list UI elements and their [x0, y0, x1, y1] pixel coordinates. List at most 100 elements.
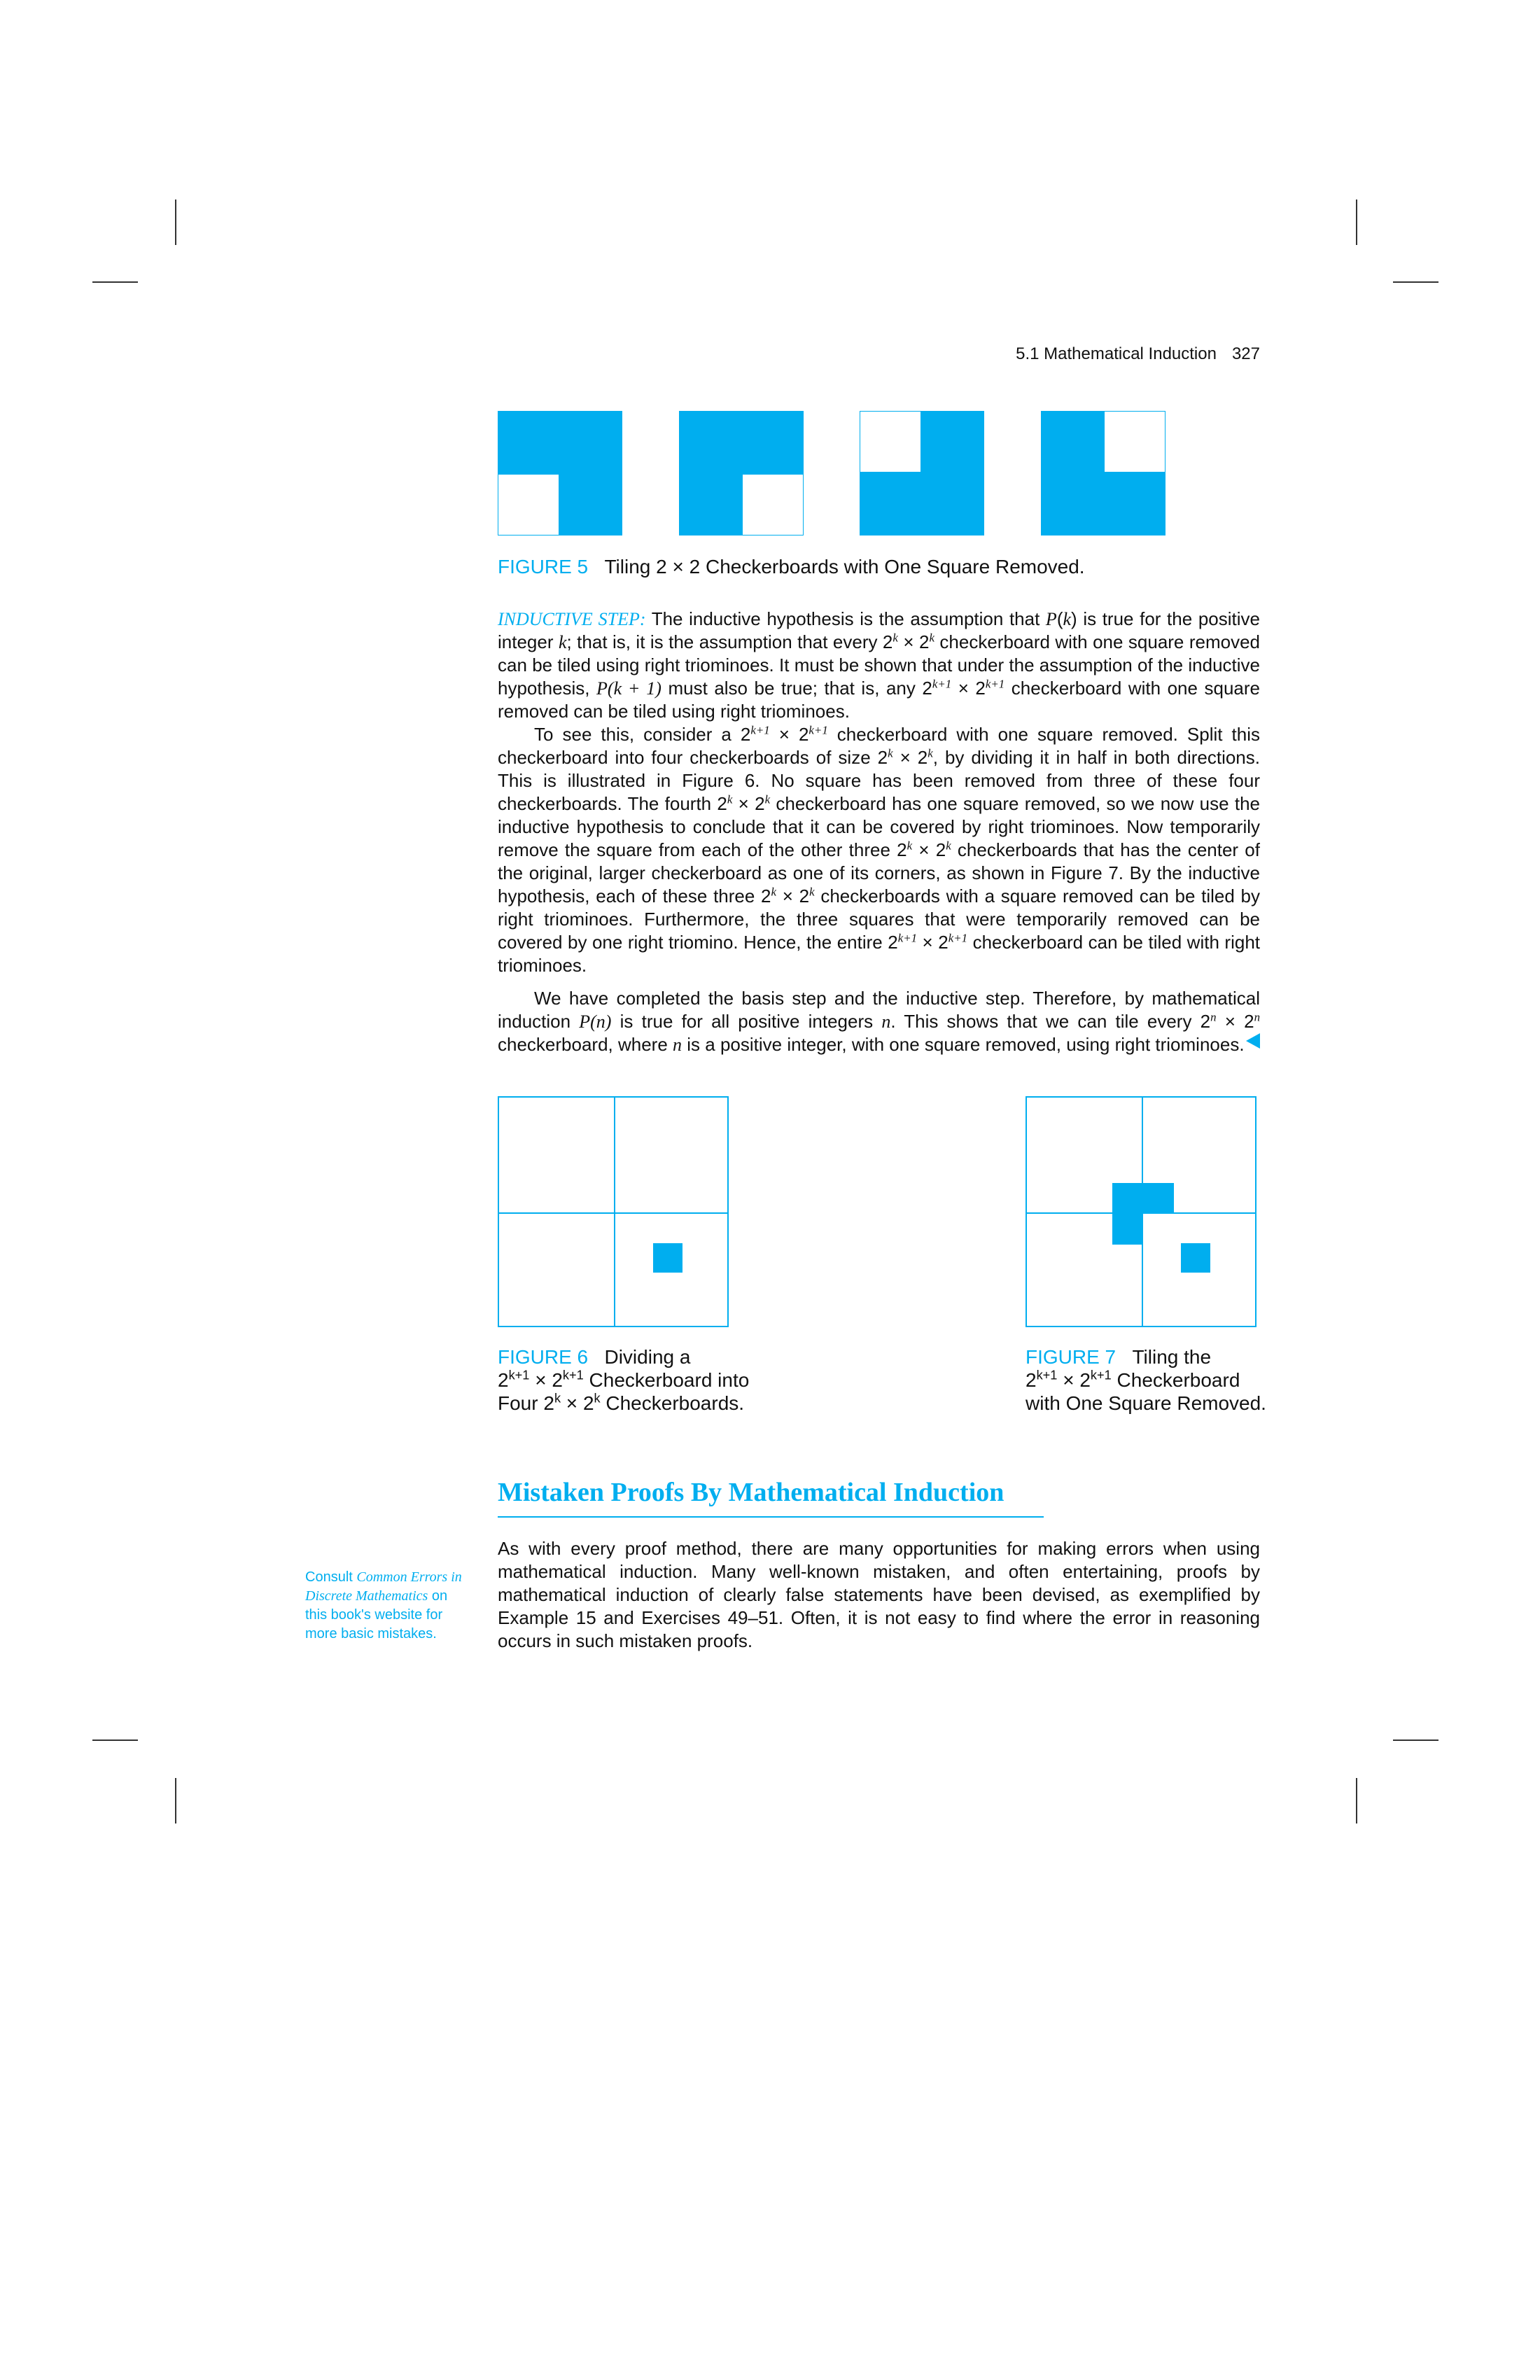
math: k: [929, 631, 934, 645]
inductive-step-paragraph: INDUCTIVE STEP: The inductive hypothesis…: [498, 608, 1261, 1056]
mistaken-proofs-paragraph: As with every proof method, there are ma…: [498, 1538, 1260, 1651]
tiling-board-3: [860, 411, 984, 536]
crop-mark: [1356, 200, 1357, 245]
text: is true for the positive integer: [498, 608, 1260, 652]
math: k: [892, 631, 898, 645]
removed-square: [498, 474, 559, 536]
paragraph: To see this, consider a 2k+1 × 2k+1 chec…: [498, 723, 1260, 977]
text: , by dividing it in half in both directi…: [498, 747, 1260, 814]
math: n: [673, 1035, 682, 1055]
removed-square: [1104, 411, 1166, 472]
math: k: [764, 792, 771, 806]
text: checkerboard with one square removed. Sp…: [498, 724, 1260, 768]
paragraph: We have completed the basis step and the…: [498, 987, 1260, 1056]
math: P(k + 1): [596, 678, 662, 699]
text: × 2: [529, 1369, 563, 1391]
figure-label: FIGURE 5: [498, 556, 589, 578]
crop-mark: [1356, 1778, 1357, 1823]
math: k: [906, 839, 913, 853]
inductive-step-label: INDUCTIVE STEP:: [498, 609, 646, 629]
text: The inductive hypothesis is the assumpti…: [651, 608, 1046, 629]
section-heading: Mistaken Proofs By Mathematical Inductio…: [498, 1478, 1004, 1507]
crop-mark: [1393, 281, 1438, 283]
text: on this book's website for more basic mi…: [305, 1588, 448, 1642]
math: k+1: [985, 677, 1005, 691]
divider-line: [499, 1212, 727, 1214]
tiling-board-4: [1041, 411, 1166, 536]
text: To see this, consider a 2: [534, 724, 751, 745]
text: must also be true; that is, any 2: [661, 678, 932, 699]
text: checkerboard has one square removed, so …: [498, 793, 1261, 860]
text: checkerboard with one square removed can…: [498, 678, 1260, 722]
right-triomino: [1112, 1183, 1174, 1214]
text: × 2: [776, 886, 810, 906]
text: Consult: [305, 1569, 357, 1585]
math: P(n): [579, 1011, 612, 1032]
math: n: [1254, 1010, 1261, 1024]
text: Dividing a: [604, 1346, 691, 1368]
tiling-board-1: [498, 411, 622, 536]
crop-mark: [92, 1740, 138, 1741]
text: × 2: [917, 932, 948, 953]
text: × 2: [769, 724, 809, 745]
text: × 2: [561, 1392, 594, 1414]
math: k: [771, 885, 777, 899]
math: k+1: [562, 1368, 584, 1382]
crop-mark: [175, 200, 176, 245]
math: k+1: [948, 931, 968, 945]
text: 2: [1026, 1369, 1037, 1391]
math: k+1: [1036, 1368, 1058, 1382]
text: with One Square Removed.: [1026, 1392, 1266, 1414]
text: Four 2: [498, 1392, 554, 1414]
text: × 2: [897, 631, 930, 652]
removed-square: [1181, 1243, 1210, 1273]
text: × 2: [1057, 1369, 1091, 1391]
end-of-proof-icon: [1246, 1033, 1260, 1049]
figure-5-caption: FIGURE 5 Tiling 2 × 2 Checkerboards with…: [498, 555, 1085, 578]
figure-7-checkerboard: [1026, 1096, 1256, 1327]
text: × 2: [951, 678, 986, 699]
page-number: 327: [1231, 344, 1260, 363]
text: Checkerboard into: [583, 1369, 750, 1391]
math: k: [888, 746, 893, 760]
text: 2: [498, 1369, 509, 1391]
math: n: [1210, 1010, 1217, 1024]
text: We have completed the basis step and the…: [498, 988, 1260, 1032]
math: P: [1045, 609, 1057, 629]
text: × 2: [912, 839, 946, 860]
math: k: [554, 1391, 561, 1406]
removed-square: [860, 411, 921, 472]
math: k: [727, 792, 733, 806]
math: k+1: [750, 723, 770, 737]
math: k: [809, 885, 815, 899]
crop-mark: [175, 1778, 176, 1823]
text: checkerboard with one square removed can…: [498, 631, 1260, 699]
figure-label: FIGURE 7: [1026, 1346, 1116, 1368]
removed-square: [653, 1243, 682, 1273]
math: k: [927, 746, 933, 760]
math: k+1: [808, 723, 828, 737]
right-triomino: [1112, 1214, 1143, 1245]
text: × 2: [732, 793, 765, 814]
text: is a positive integer, with one square r…: [682, 1034, 1245, 1055]
text: checkerboard can be tiled with right tri…: [498, 932, 1260, 976]
margin-note: Consult Common Errors in Discrete Mathem…: [305, 1568, 468, 1644]
math: k: [946, 839, 951, 853]
math: k: [594, 1391, 601, 1406]
text: Checkerboard: [1111, 1369, 1240, 1391]
figure-label: FIGURE 6: [498, 1346, 589, 1368]
section-name: 5.1 Mathematical Induction: [1016, 344, 1217, 363]
divider-line: [614, 1098, 615, 1326]
figure-6-checkerboard: [498, 1096, 729, 1327]
math: k: [1063, 609, 1072, 629]
removed-square: [742, 474, 804, 536]
text: ; that is, it is the assumption that eve…: [566, 631, 893, 652]
crop-mark: [92, 281, 138, 283]
text: checkerboards with a square removed can …: [498, 886, 1261, 953]
section-underline: [498, 1516, 1044, 1518]
running-header: 5.1 Mathematical Induction 327: [931, 344, 1260, 364]
math: k: [558, 632, 567, 652]
text: × 2: [1216, 1011, 1254, 1032]
text: Tiling the: [1132, 1346, 1212, 1368]
math: n: [881, 1011, 891, 1032]
